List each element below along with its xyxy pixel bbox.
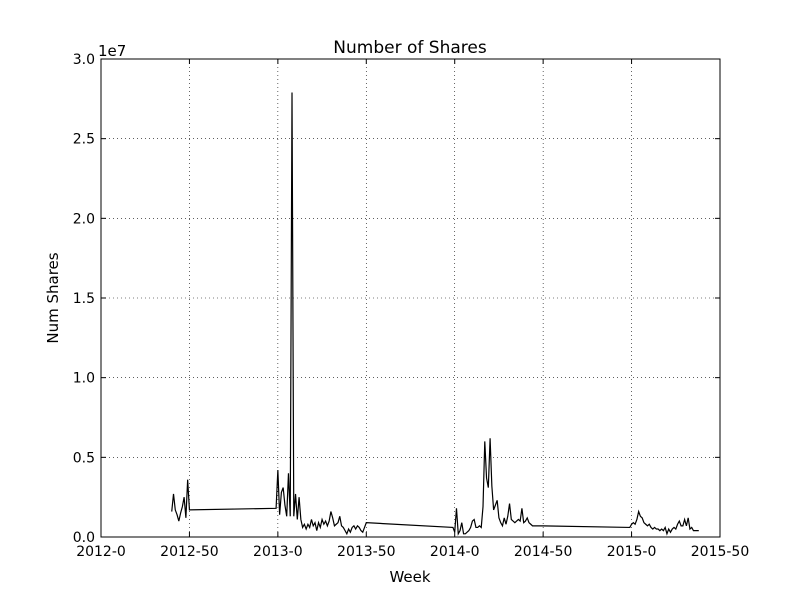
x-tick-label: 2014-50: [514, 544, 573, 560]
chart-title: Number of Shares: [333, 38, 487, 58]
x-axis-label: Week: [389, 568, 430, 586]
x-tick-label: 2013-50: [337, 544, 396, 560]
y-axis-label: Num Shares: [44, 252, 62, 343]
data-line: [171, 92, 699, 536]
x-tick-label: 2013-0: [253, 544, 303, 560]
x-tick-label: 2014-0: [430, 544, 480, 560]
y-tick-label: 3.0: [73, 52, 95, 68]
x-tick-label: 2015-50: [691, 544, 750, 560]
y-tick-label: 2.5: [73, 132, 95, 148]
x-tick-label: 2012-0: [76, 544, 126, 560]
y-offset-label: 1e7: [98, 42, 126, 60]
y-tick-label: 1.0: [73, 371, 95, 387]
y-tick-label: 2.0: [73, 211, 95, 227]
x-tick-label: 2015-0: [607, 544, 657, 560]
x-tick-label: 2012-50: [160, 544, 219, 560]
y-tick-label: 0.5: [73, 450, 95, 466]
y-tick-label: 1.5: [73, 291, 95, 307]
y-tick-label: 0.0: [73, 530, 95, 546]
plot-frame: [100, 58, 721, 538]
